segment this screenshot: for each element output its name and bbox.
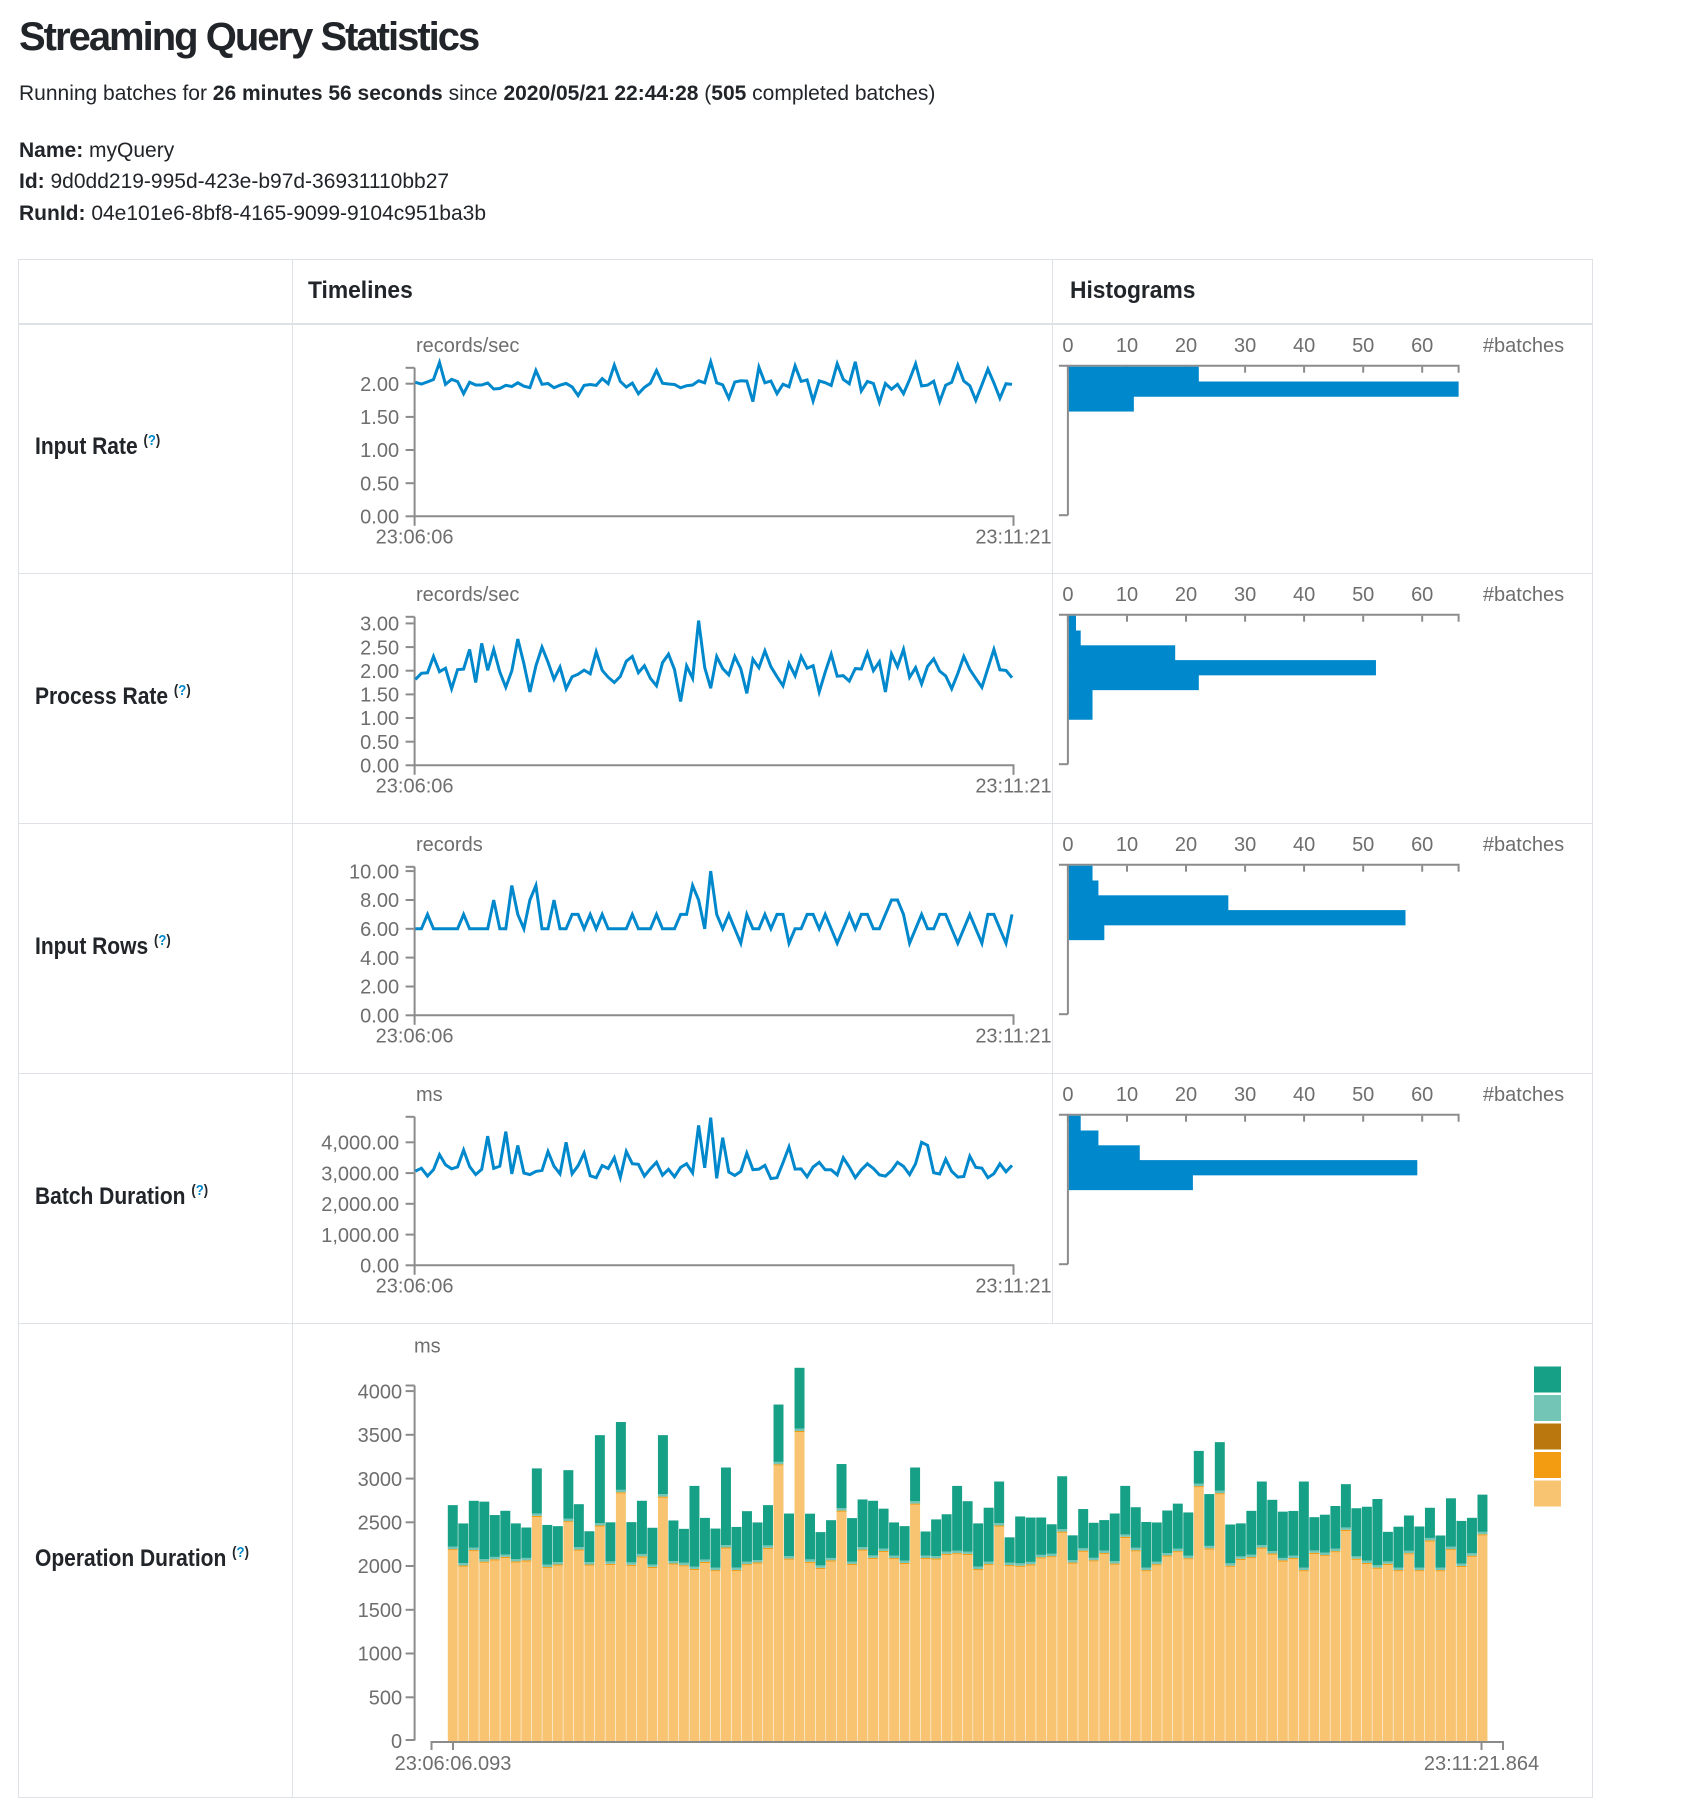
svg-text:0: 0 xyxy=(1062,834,1073,856)
svg-text:0.00: 0.00 xyxy=(360,1255,399,1277)
svg-text:0.50: 0.50 xyxy=(360,473,399,495)
svg-text:0.00: 0.00 xyxy=(360,1005,399,1027)
svg-text:60: 60 xyxy=(1411,584,1433,606)
svg-text:30: 30 xyxy=(1234,1084,1256,1106)
svg-text:20: 20 xyxy=(1175,584,1197,606)
svg-text:40: 40 xyxy=(1293,335,1315,357)
svg-text:40: 40 xyxy=(1293,1084,1315,1106)
svg-text:1.50: 1.50 xyxy=(360,407,399,429)
svg-text:23:11:21: 23:11:21 xyxy=(975,1025,1051,1047)
svg-text:4.00: 4.00 xyxy=(360,947,399,969)
svg-text:1.00: 1.00 xyxy=(360,440,399,462)
svg-text:30: 30 xyxy=(1234,335,1256,357)
svg-text:2,000.00: 2,000.00 xyxy=(321,1194,399,1216)
svg-text:23:06:06: 23:06:06 xyxy=(376,1275,454,1297)
svg-text:2500: 2500 xyxy=(358,1512,403,1534)
svg-text:10: 10 xyxy=(1116,584,1138,606)
svg-text:1.00: 1.00 xyxy=(360,708,399,730)
svg-text:records/sec: records/sec xyxy=(416,583,519,605)
svg-text:3000: 3000 xyxy=(358,1468,403,1490)
svg-text:8.00: 8.00 xyxy=(360,890,399,912)
svg-text:1000: 1000 xyxy=(358,1643,403,1665)
svg-text:23:06:06: 23:06:06 xyxy=(376,775,454,797)
svg-text:4,000.00: 4,000.00 xyxy=(321,1132,399,1154)
svg-text:10: 10 xyxy=(1116,335,1138,357)
svg-text:records: records xyxy=(416,833,483,855)
svg-text:#batches: #batches xyxy=(1483,584,1564,606)
svg-text:20: 20 xyxy=(1175,1084,1197,1106)
svg-text:ms: ms xyxy=(414,1335,441,1357)
svg-text:10: 10 xyxy=(1116,834,1138,856)
svg-text:60: 60 xyxy=(1411,1084,1433,1106)
svg-text:60: 60 xyxy=(1411,335,1433,357)
svg-text:1.50: 1.50 xyxy=(360,684,399,706)
svg-text:3,000.00: 3,000.00 xyxy=(321,1163,399,1185)
svg-text:23:06:06.093: 23:06:06.093 xyxy=(395,1753,512,1775)
svg-text:40: 40 xyxy=(1293,834,1315,856)
svg-text:#batches: #batches xyxy=(1483,834,1564,856)
svg-text:3.00: 3.00 xyxy=(360,613,399,635)
svg-text:23:11:21: 23:11:21 xyxy=(975,1275,1051,1297)
svg-text:0.00: 0.00 xyxy=(360,507,399,529)
svg-text:50: 50 xyxy=(1352,834,1374,856)
svg-text:1,000.00: 1,000.00 xyxy=(321,1224,399,1246)
svg-text:2.00: 2.00 xyxy=(360,660,399,682)
svg-text:4000: 4000 xyxy=(358,1381,403,1403)
svg-text:30: 30 xyxy=(1234,834,1256,856)
svg-text:6.00: 6.00 xyxy=(360,919,399,941)
svg-text:23:11:21: 23:11:21 xyxy=(975,775,1051,797)
svg-text:40: 40 xyxy=(1293,584,1315,606)
svg-text:50: 50 xyxy=(1352,584,1374,606)
svg-text:30: 30 xyxy=(1234,584,1256,606)
svg-text:20: 20 xyxy=(1175,335,1197,357)
svg-text:0.00: 0.00 xyxy=(360,755,399,777)
svg-text:2000: 2000 xyxy=(358,1556,403,1578)
svg-text:10: 10 xyxy=(1116,1084,1138,1106)
svg-text:50: 50 xyxy=(1352,1084,1374,1106)
svg-text:0: 0 xyxy=(391,1731,402,1753)
svg-text:10.00: 10.00 xyxy=(349,861,399,883)
svg-text:0: 0 xyxy=(1062,584,1073,606)
svg-text:0: 0 xyxy=(1062,335,1073,357)
svg-text:23:11:21.864: 23:11:21.864 xyxy=(1424,1753,1539,1775)
svg-text:#batches: #batches xyxy=(1483,335,1564,357)
svg-text:1500: 1500 xyxy=(358,1600,403,1622)
svg-text:2.00: 2.00 xyxy=(360,976,399,998)
svg-text:23:06:06: 23:06:06 xyxy=(376,527,454,549)
svg-text:23:06:06: 23:06:06 xyxy=(376,1025,454,1047)
svg-text:0: 0 xyxy=(1062,1084,1073,1106)
svg-text:2.50: 2.50 xyxy=(360,637,399,659)
svg-text:#batches: #batches xyxy=(1483,1084,1564,1106)
svg-text:0.50: 0.50 xyxy=(360,731,399,753)
svg-text:records/sec: records/sec xyxy=(416,335,519,357)
svg-text:500: 500 xyxy=(369,1687,402,1709)
svg-text:50: 50 xyxy=(1352,335,1374,357)
svg-text:3500: 3500 xyxy=(358,1425,403,1447)
svg-text:23:11:21: 23:11:21 xyxy=(975,527,1051,549)
svg-text:20: 20 xyxy=(1175,834,1197,856)
svg-text:60: 60 xyxy=(1411,834,1433,856)
svg-text:2.00: 2.00 xyxy=(360,374,399,396)
svg-text:ms: ms xyxy=(416,1083,443,1105)
